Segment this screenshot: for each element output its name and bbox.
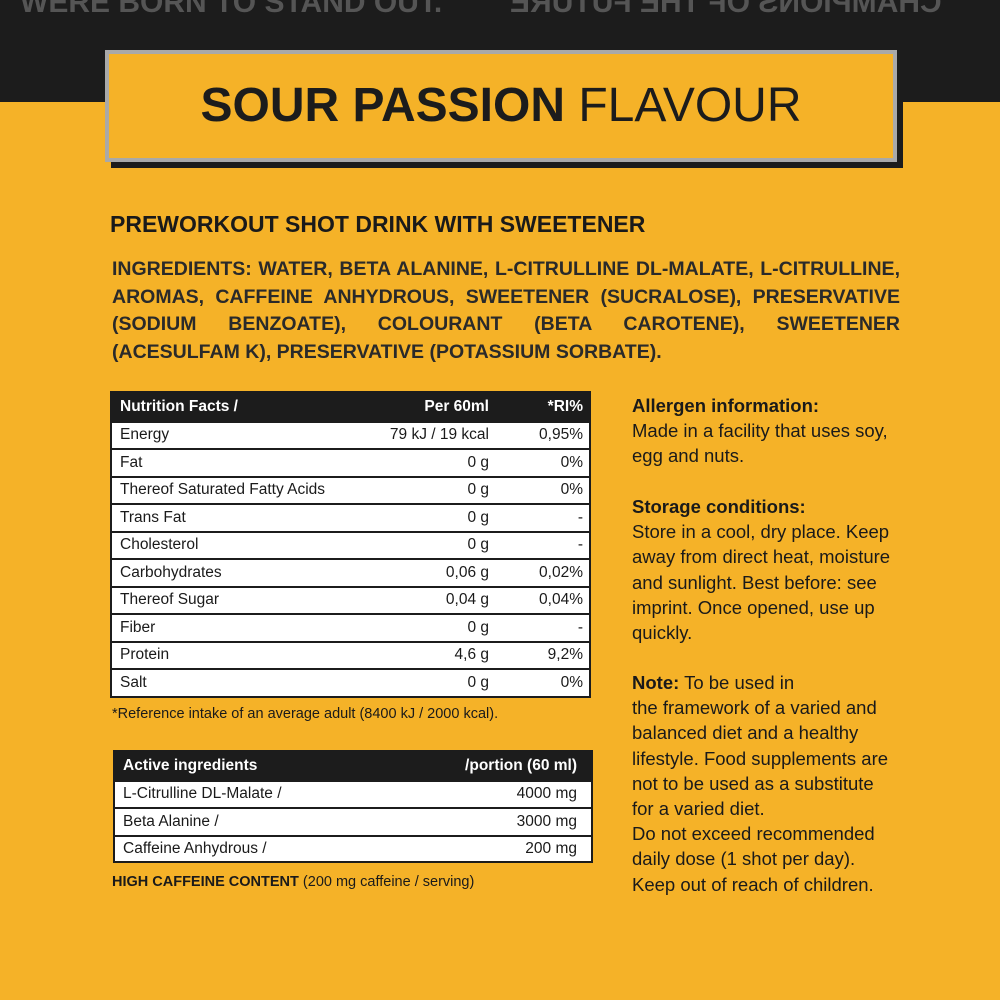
text-line: Store in a cool, dry place. Keep (632, 521, 890, 543)
table-cell: 0% (560, 453, 583, 471)
caffeine-line: HIGH CAFFEINE CONTENT (200 mg caffeine /… (112, 874, 474, 890)
storage-label: Storage conditions: (632, 496, 806, 517)
table-cell: 0,06 g (445, 563, 489, 581)
footnote: *Reference intake of an average adult (8… (112, 706, 499, 722)
table-cell: 0,02% (539, 563, 583, 581)
text-line: balanced diet and a healthy (632, 722, 859, 744)
table-cell: /portion (60 ml) (465, 756, 577, 774)
table-cell: Energy (120, 426, 170, 444)
note-label: Note: (632, 672, 680, 693)
subtitle: PREWORKOUT SHOT DRINK WITH SWEETENER (110, 211, 646, 237)
table-cell: Nutrition Facts / (120, 397, 238, 415)
table-row: Salt 0 g 0% (112, 668, 589, 696)
table-cell: 0 g (467, 508, 489, 526)
title-box: SOUR PASSION FLAVOUR (105, 50, 897, 162)
table-cell: 200 mg (525, 840, 577, 858)
table-cell: *RI% (547, 397, 583, 415)
table-row: L-Citrulline DL-Malate / 4000 mg (115, 779, 591, 808)
note-text: To be used in (684, 672, 795, 693)
text-line: not to be used as a substitute (632, 772, 874, 794)
table-cell: 0,04% (539, 591, 583, 609)
active-table: Active ingredients/portion (60 ml) L-Citr… (113, 750, 593, 863)
title-rest: FLAVOUR (578, 79, 802, 132)
ingredients-label: INGREDIENTS: (112, 258, 252, 280)
nutrition-table: Nutrition Facts / Per 60ml *RI% Energy 79 kJ… (110, 391, 591, 698)
text-line: Made in a facility that uses soy, (632, 420, 888, 442)
table-cell: 3000 mg (516, 812, 577, 830)
table-cell: Fat (120, 453, 143, 471)
table-row: Trans Fat 0 g - (112, 503, 589, 531)
table-cell: Thereof Saturated Fatty Acids (120, 481, 326, 499)
table-row: Thereof Saturated Fatty Acids 0 g 0% (112, 475, 589, 504)
table-cell: Salt (120, 673, 147, 691)
table-cell: Beta Alanine / (123, 812, 219, 830)
table-cell: Cholesterol (120, 536, 199, 554)
table-cell: 0% (560, 673, 583, 691)
table-row: Fiber 0 g - (112, 613, 589, 641)
title-bold: SOUR PASSION (200, 79, 566, 132)
table-cell: Protein (120, 646, 170, 664)
table-row: Energy 79 kJ / 19 kcal 0,95% (112, 420, 589, 449)
caffeine-note: (200 mg caffeine / serving) (302, 874, 475, 890)
table-cell: 0,95% (539, 426, 583, 444)
table-header: Active ingredients/portion (60 ml) (115, 752, 591, 780)
table-cell: 0 g (467, 453, 489, 471)
table-row: Caffeine Anhydrous / 200 mg (115, 834, 591, 863)
table-row: Beta Alanine / 3000 mg (115, 807, 591, 835)
text-line: imprint. Once opened, use up (632, 596, 875, 618)
table-cell: Active ingredients (123, 756, 258, 774)
text-line: and sunlight. Best before: see (632, 571, 877, 593)
table-cell: - (577, 618, 583, 636)
table-cell: Thereof Sugar (120, 591, 220, 609)
ingredients-text: WATER, BETA ALANINE, L-CITRULLINE DL-MAL… (112, 258, 900, 363)
ingredients: INGREDIENTS: WATER, BETA ALANINE, L-CITR… (112, 256, 900, 366)
table-cell: 0 g (467, 481, 489, 499)
table-cell: 0 g (467, 618, 489, 636)
table-row: Thereof Sugar 0,04 g 0,04% (112, 585, 589, 614)
text-line: lifestyle. Food supplements are (632, 747, 889, 769)
table-cell: - (577, 536, 583, 554)
table-cell: 0 g (467, 536, 489, 554)
table-cell: Caffeine Anhydrous / (123, 840, 267, 858)
table-cell: - (577, 508, 583, 526)
allergen-info: Allergen information: Made in a facility… (632, 393, 922, 469)
table-cell: 79 kJ / 19 kcal (389, 426, 489, 444)
table-cell: Fiber (120, 618, 156, 636)
table-cell: Per 60ml (424, 397, 489, 415)
table-cell: 0% (560, 481, 583, 499)
allergen-label: Allergen information: (632, 395, 820, 416)
table-cell: 0,04 g (445, 591, 489, 609)
text-line: the framework of a varied and (632, 697, 877, 719)
text-line: away from direct heat, moisture (632, 546, 891, 568)
table-row: Protein 4,6 g 9,2% (112, 640, 589, 669)
text-line: for a varied diet. (632, 798, 765, 820)
table-cell: Carbohydrates (120, 563, 222, 581)
text-line: daily dose (1 shot per day). (632, 848, 856, 870)
table-cell: 0 g (467, 673, 489, 691)
storage-info: Storage conditions: Store in a cool, dry… (632, 494, 922, 645)
table-row: Fat 0 g 0% (112, 448, 589, 476)
text-line: quickly. (632, 622, 693, 644)
table-cell: 4,6 g (454, 646, 489, 664)
note-first-line: Note: To be used in (632, 670, 922, 695)
table-cell: L-Citrulline DL-Malate / (123, 785, 282, 803)
table-row: Carbohydrates 0,06 g 0,02% (112, 558, 589, 586)
banner-text: CHAMPIONS OF THE FUTURE (510, 0, 942, 19)
note-info: Note: To be used in the framework of a v… (632, 670, 922, 897)
banner-text: WERE BORN TO STAND OUT. (20, 0, 443, 19)
table-cell: Trans Fat (120, 508, 186, 526)
table-header: Nutrition Facts / Per 60ml *RI% (112, 393, 589, 421)
text-line: Do not exceed recommended (632, 823, 875, 845)
text-line: Keep out of reach of children. (632, 873, 874, 895)
table-cell: 4000 mg (516, 785, 577, 803)
table-row: Cholesterol 0 g - (112, 530, 589, 559)
caffeine-label: HIGH CAFFEINE CONTENT (112, 874, 299, 890)
table-cell: 9,2% (547, 646, 583, 664)
text-line: egg and nuts. (632, 445, 745, 467)
